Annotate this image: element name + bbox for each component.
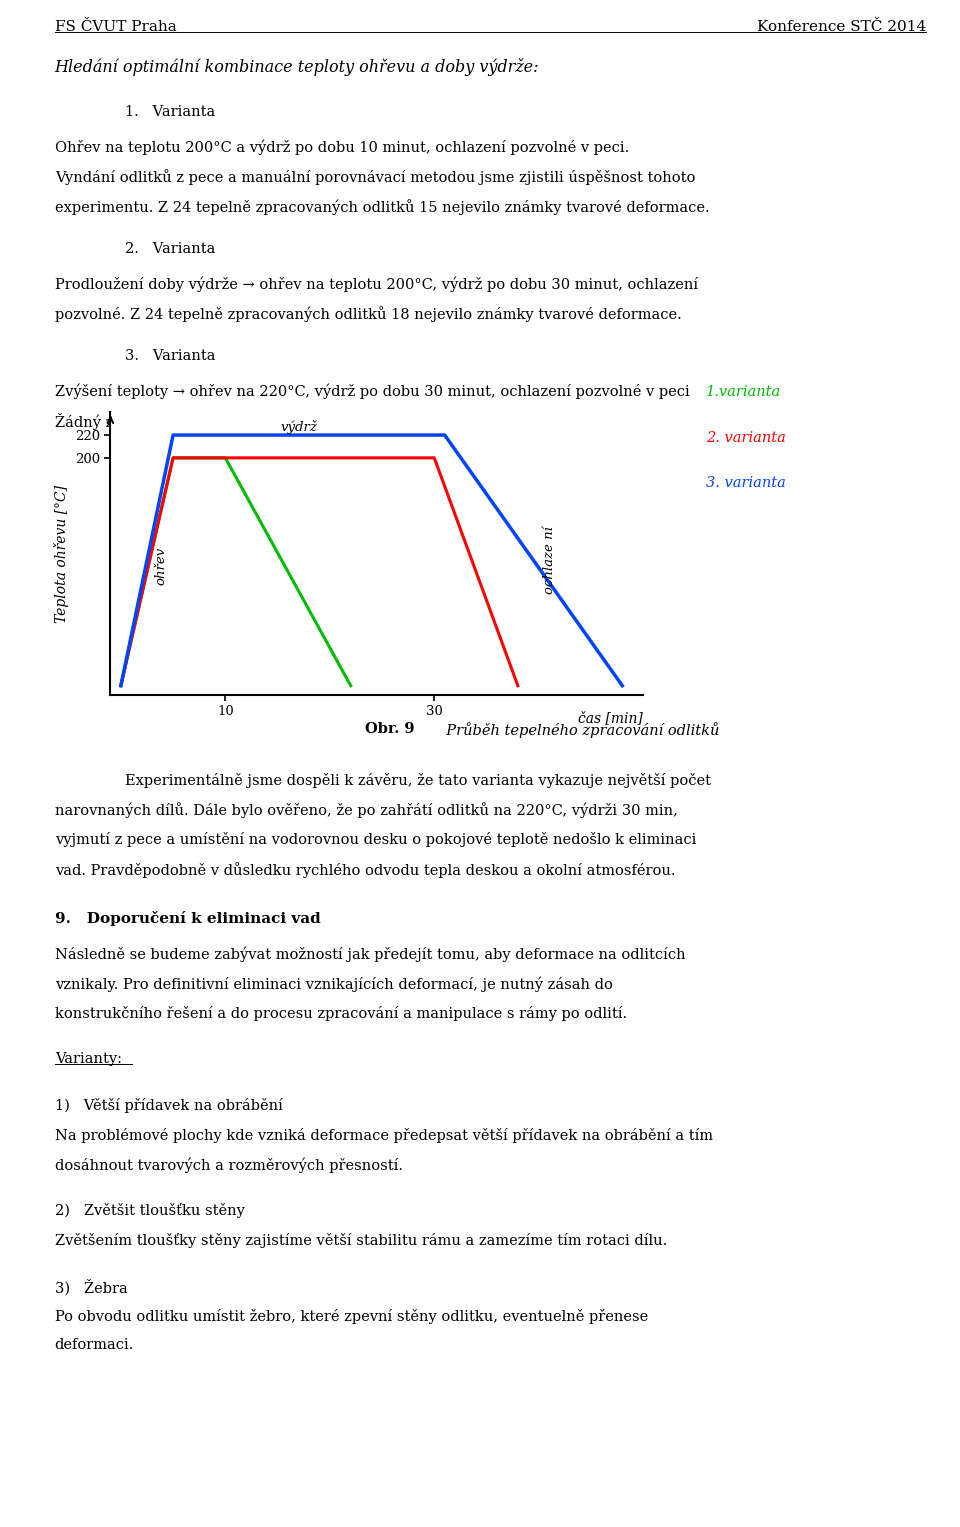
Text: Varianty:: Varianty:: [55, 1052, 122, 1066]
Text: ochlaze ní: ochlaze ní: [542, 527, 556, 594]
Text: 1)   Větší přídavek na obrábění: 1) Větší přídavek na obrábění: [55, 1098, 282, 1113]
Text: Žádný z 24 tepelně zpracovaných odlitků nejevil známky tvarové deformace.: Žádný z 24 tepelně zpracovaných odlitků …: [55, 412, 623, 431]
Text: Obr. 9: Obr. 9: [365, 722, 415, 736]
Text: experimentu. Z 24 tepelně zpracovaných odlitků 15 nejevilo známky tvarové deform: experimentu. Z 24 tepelně zpracovaných o…: [55, 199, 709, 215]
Text: 3. varianta: 3. varianta: [706, 476, 785, 490]
Text: vyjmutí z pece a umístění na vodorovnou desku o pokojové teplotě nedošlo k elimi: vyjmutí z pece a umístění na vodorovnou …: [55, 832, 696, 847]
Text: Ohřev na teplotu 200°C a výdrž po dobu 10 minut, ochlazení pozvolné v peci.: Ohřev na teplotu 200°C a výdrž po dobu 1…: [55, 140, 629, 156]
Text: dosáhnout tvarových a rozměrových přesností.: dosáhnout tvarových a rozměrových přesno…: [55, 1157, 403, 1173]
Text: narovnaných dílů. Dále bylo ověřeno, že po zahřátí odlitků na 220°C, výdrži 30 m: narovnaných dílů. Dále bylo ověřeno, že …: [55, 803, 678, 818]
Text: 2)   Zvětšit tloušťku stěny: 2) Zvětšit tloušťku stěny: [55, 1203, 245, 1219]
Text: 1.   Varianta: 1. Varianta: [125, 105, 215, 119]
Text: FS ČVUT Praha: FS ČVUT Praha: [55, 20, 177, 34]
Text: výdrž: výdrž: [280, 420, 317, 434]
Text: Konference STČ 2014: Konference STČ 2014: [757, 20, 926, 34]
Text: pozvolné. Z 24 tepelně zpracovaných odlitků 18 nejevilo známky tvarové deformace: pozvolné. Z 24 tepelně zpracovaných odli…: [55, 305, 682, 322]
Text: Vyndání odlitků z pece a manuální porovnávací metodou jsme zjistili úspěšnost to: Vyndání odlitků z pece a manuální porovn…: [55, 169, 695, 185]
Text: deformaci.: deformaci.: [55, 1338, 134, 1353]
Text: vad. Pravděpodobně v důsledku rychlého odvodu tepla deskou a okolní atmosférou.: vad. Pravděpodobně v důsledku rychlého o…: [55, 861, 675, 878]
Text: 1.varianta: 1.varianta: [706, 385, 780, 399]
Text: konstrukčního řešení a do procesu zpracování a manipulace s rámy po odlití.: konstrukčního řešení a do procesu zpraco…: [55, 1006, 627, 1022]
Text: 2.   Varianta: 2. Varianta: [125, 241, 215, 257]
Text: Zvětšením tloušťky stěny zajistíme větší stabilitu rámu a zamezíme tím rotaci dí: Zvětšením tloušťky stěny zajistíme větší…: [55, 1234, 667, 1248]
Text: 9.   Doporučení k eliminaci vad: 9. Doporučení k eliminaci vad: [55, 910, 321, 925]
Text: Zvýšení teploty → ohřev na 220°C, výdrž po dobu 30 minut, ochlazení pozvolné v p: Zvýšení teploty → ohřev na 220°C, výdrž …: [55, 383, 689, 399]
Text: 3)   Žebra: 3) Žebra: [55, 1280, 128, 1295]
Text: Průběh tepelného zpracování odlitků: Průběh tepelného zpracování odlitků: [437, 722, 719, 738]
Text: Experimentálně jsme dospěli k závěru, že tato varianta vykazuje největší počet: Experimentálně jsme dospěli k závěru, že…: [125, 773, 710, 788]
Y-axis label: Teplota ohřevu [°C]: Teplota ohřevu [°C]: [55, 484, 69, 623]
Text: 2. varianta: 2. varianta: [706, 431, 785, 444]
Text: Hledání optimální kombinace teploty ohřevu a doby výdrže:: Hledání optimální kombinace teploty ohře…: [55, 58, 540, 76]
Text: čas [min]: čas [min]: [579, 710, 643, 725]
Text: Prodloužení doby výdrže → ohřev na teplotu 200°C, výdrž po dobu 30 minut, ochlaz: Prodloužení doby výdrže → ohřev na teplo…: [55, 276, 698, 292]
Text: Po obvodu odlitku umístit žebro, které zpevní stěny odlitku, eventuelně přenese: Po obvodu odlitku umístit žebro, které z…: [55, 1309, 648, 1324]
Text: 3.   Varianta: 3. Varianta: [125, 348, 215, 363]
Text: vznikaly. Pro definitivní eliminaci vznikajících deformací, je nutný zásah do: vznikaly. Pro definitivní eliminaci vzni…: [55, 977, 612, 993]
Text: Následně se budeme zabývat možností jak předejít tomu, aby deformace na odlitcíc: Následně se budeme zabývat možností jak …: [55, 947, 685, 962]
Text: ohřev: ohřev: [154, 547, 167, 585]
Text: Na problémové plochy kde vzniká deformace předepsat větší přídavek na obrábění a: Na problémové plochy kde vzniká deformac…: [55, 1128, 713, 1142]
